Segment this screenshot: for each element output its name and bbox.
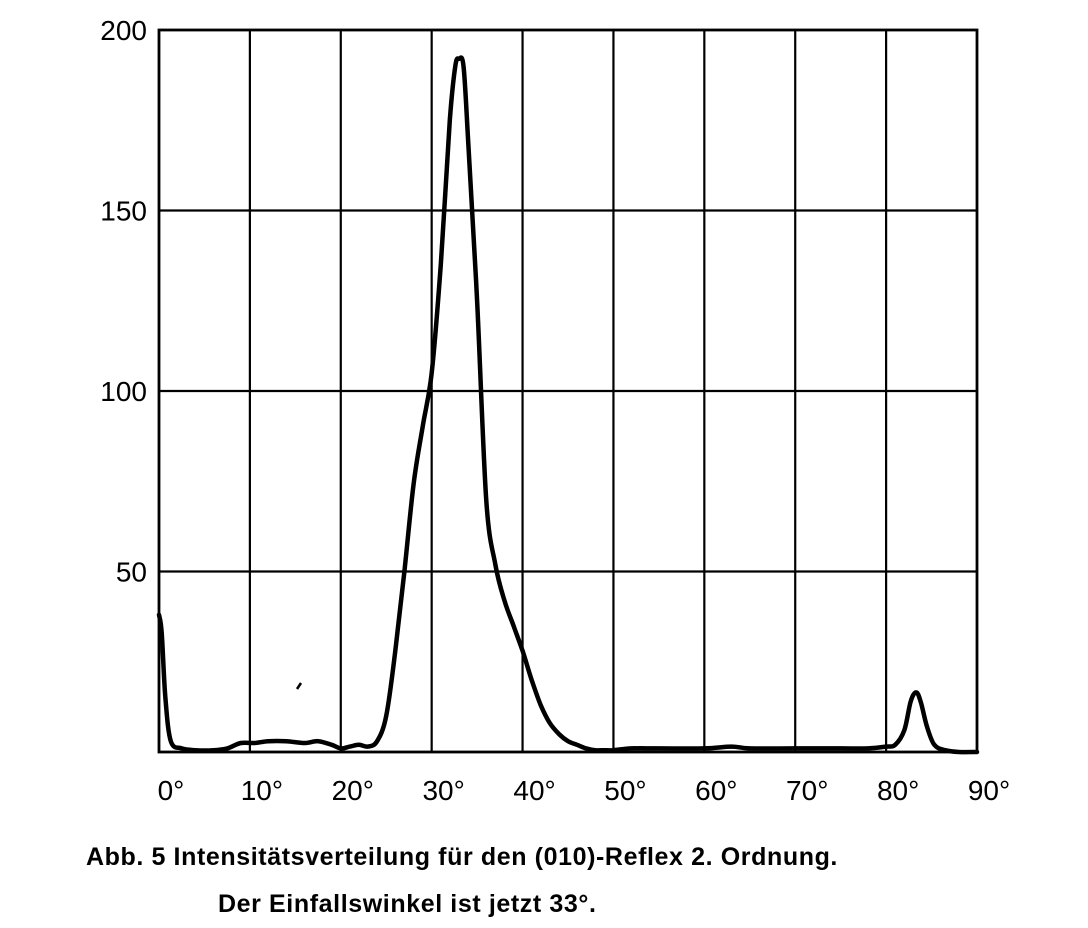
y-tick-label: 150: [100, 196, 147, 227]
x-tick-label: 90°: [968, 775, 1010, 806]
x-tick-label: 30°: [422, 775, 464, 806]
x-tick-label: 40°: [513, 775, 555, 806]
axes: [157, 28, 979, 754]
x-tick-label: 0°: [158, 775, 185, 806]
stray-mark: [295, 682, 303, 690]
x-tick-label: 20°: [332, 775, 374, 806]
y-tick-labels: 50 100 150 200: [100, 15, 147, 588]
x-tick-labels: 0° 10° 20° 30° 40° 50° 60° 70° 80° 90°: [158, 775, 1011, 806]
figure-caption-line-2: Der Einfallswinkel ist jetzt 33°.: [218, 890, 597, 918]
x-tick-label: 10°: [241, 775, 283, 806]
figure-caption-line-1: Abb. 5 Intensitätsverteilung für den (01…: [86, 843, 838, 871]
y-tick-label: 50: [116, 557, 147, 588]
x-tick-label: 60°: [695, 775, 737, 806]
x-tick-label: 70°: [786, 775, 828, 806]
series-layer: [156, 55, 980, 755]
plot-frame: [157, 28, 979, 754]
y-tick-label: 100: [100, 376, 147, 407]
x-tick-label: 80°: [877, 775, 919, 806]
intensity-chart: 50 100 150 200 0° 10° 20° 30° 40° 50° 60° 70° 80° 90…: [100, 15, 1011, 806]
intensity-curve: [156, 55, 980, 755]
grid: [159, 30, 977, 752]
x-tick-label: 50°: [604, 775, 646, 806]
y-tick-label: 200: [100, 15, 147, 46]
